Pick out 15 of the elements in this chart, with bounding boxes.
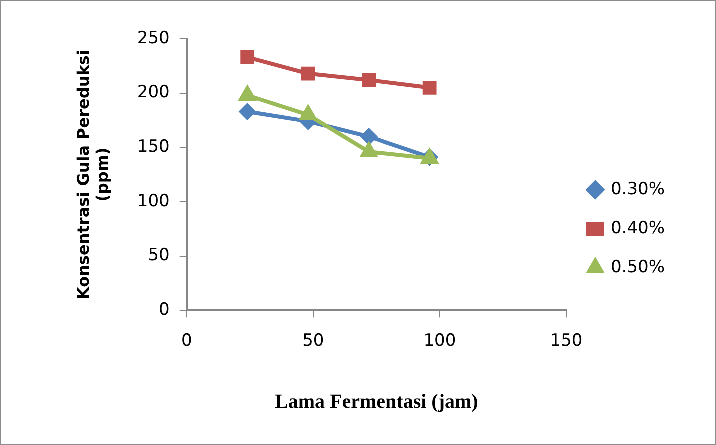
x-axis-title: Lama Fermentasi (jam) xyxy=(275,391,478,414)
y-tick-label: 200 xyxy=(137,82,170,103)
y-tick-label: 250 xyxy=(137,28,170,48)
x-tick-label: 50 xyxy=(302,331,324,352)
x-tick-label: 150 xyxy=(550,331,583,352)
x-tick-label: 100 xyxy=(424,331,456,352)
y-tick-label: 100 xyxy=(137,191,170,212)
legend-label: 0.40% xyxy=(610,218,666,238)
legend-label: 0.30% xyxy=(610,179,666,200)
y-tick-label: 50 xyxy=(148,246,170,266)
legend-label: 0.50% xyxy=(610,257,666,278)
x-tick-label: 0 xyxy=(181,331,192,352)
y-tick-label: 150 xyxy=(137,137,170,158)
y-axis-title: Konsentrasi Gula Pereduksi (ppm) xyxy=(74,50,112,300)
y-tick-label: 0 xyxy=(159,300,170,320)
